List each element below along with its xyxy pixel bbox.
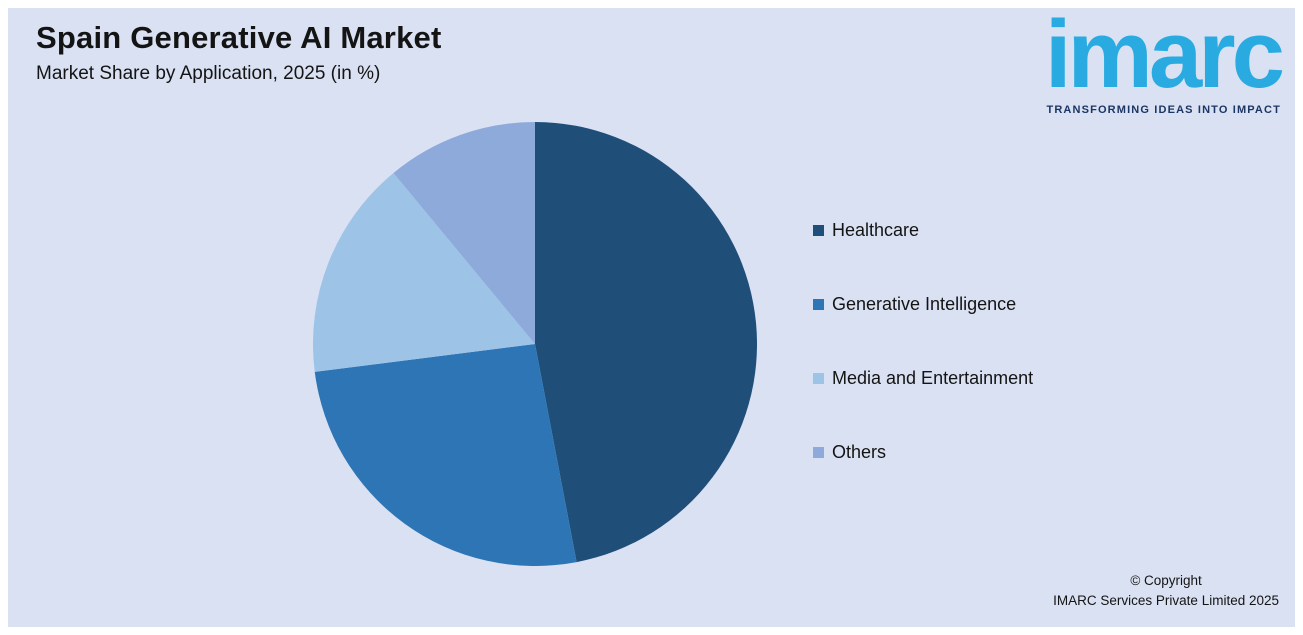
legend-item-healthcare: Healthcare bbox=[813, 219, 1033, 241]
pie-slice-others bbox=[393, 122, 535, 344]
imarc-tagline: TRANSFORMING IDEAS INTO IMPACT bbox=[1046, 104, 1281, 117]
legend-item-generative-intelligence: Generative Intelligence bbox=[813, 293, 1033, 315]
copyright: © Copyright IMARC Services Private Limit… bbox=[1053, 571, 1279, 611]
chart-subtitle: Market Share by Application, 2025 (in %) bbox=[36, 63, 381, 84]
pie-slice-media-and-entertainment bbox=[313, 172, 535, 372]
legend-swatch-media-and-entertainment bbox=[813, 372, 824, 384]
legend-swatch-healthcare bbox=[813, 224, 824, 236]
legend: Healthcare Generative Intelligence Media… bbox=[813, 219, 1033, 515]
pie-slice-generative-intelligence bbox=[314, 344, 577, 566]
imarc-wordmark: imarc bbox=[1044, 1, 1285, 108]
legend-swatch-generative-intelligence bbox=[813, 298, 824, 310]
copyright-line2: IMARC Services Private Limited 2025 bbox=[1053, 593, 1279, 608]
legend-swatch-others bbox=[813, 446, 824, 458]
legend-label-healthcare: Healthcare bbox=[832, 219, 920, 240]
chart-title: Spain Generative AI Market bbox=[36, 20, 442, 55]
legend-label-generative-intelligence: Generative Intelligence bbox=[832, 293, 1017, 314]
legend-item-others: Others bbox=[813, 441, 1033, 463]
legend-label-others: Others bbox=[832, 441, 887, 462]
legend-item-media-and-entertainment: Media and Entertainment bbox=[813, 367, 1033, 389]
chart-header: Spain Generative AI Market Market Share … bbox=[36, 20, 441, 85]
legend-label-media-and-entertainment: Media and Entertainment bbox=[832, 367, 1034, 388]
chart-panel: Spain Generative AI Market Market Share … bbox=[8, 1, 1295, 627]
pie-slice-healthcare bbox=[535, 122, 757, 563]
imarc-logo: imarc TRANSFORMING IDEAS INTO IMPACT bbox=[1019, 1, 1285, 117]
pie-chart bbox=[313, 122, 757, 566]
copyright-line1: © Copyright bbox=[1130, 573, 1202, 588]
